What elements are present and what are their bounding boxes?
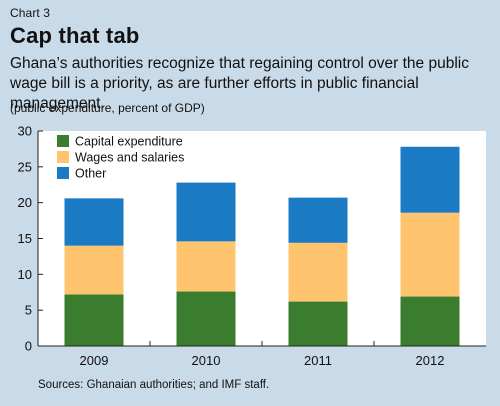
bar-other-2011 — [288, 197, 348, 243]
legend-swatch — [57, 151, 69, 163]
bar-other-2010 — [176, 182, 236, 242]
x-tick-label: 2010 — [192, 353, 221, 368]
y-tick-label: 0 — [25, 339, 32, 354]
bar-other-2012 — [400, 146, 460, 213]
bar-capital-expenditure-2012 — [400, 296, 460, 346]
x-tick-label: 2009 — [80, 353, 109, 368]
source-note: Sources: Ghanaian authorities; and IMF s… — [38, 379, 270, 391]
y-tick-label: 25 — [18, 159, 32, 174]
bar-other-2009 — [64, 198, 124, 246]
y-tick-label: 15 — [18, 231, 32, 246]
legend-swatch — [57, 167, 69, 179]
bar-wages-and-salaries-2009 — [64, 245, 124, 295]
bar-wages-and-salaries-2012 — [400, 212, 460, 297]
chart-number: Chart 3 — [10, 6, 51, 20]
legend-label: Other — [75, 167, 106, 181]
x-tick-label: 2011 — [304, 353, 332, 368]
y-tick-label: 5 — [25, 303, 32, 318]
y-tick-label: 30 — [18, 124, 32, 139]
chart-subtitle: Ghana’s authorities recognize that regai… — [10, 55, 469, 112]
bar-capital-expenditure-2009 — [64, 294, 124, 346]
y-tick-label: 10 — [18, 267, 32, 282]
bars — [64, 146, 460, 346]
chart-title: Cap that tab — [10, 23, 140, 48]
x-tick-label: 2012 — [416, 353, 445, 368]
legend-label: Capital expenditure — [75, 135, 183, 149]
units-label: (public expenditure, percent of GDP) — [10, 101, 205, 115]
bar-wages-and-salaries-2010 — [176, 241, 236, 292]
y-axis: 0 5 10 15 20 25 30 — [18, 124, 43, 354]
legend: Capital expenditure Wages and salaries Oth… — [57, 135, 184, 181]
y-tick-label: 20 — [18, 195, 32, 210]
bar-capital-expenditure-2010 — [176, 291, 236, 346]
x-axis: 2009 2010 2011 2012 — [38, 341, 486, 368]
bar-capital-expenditure-2011 — [288, 301, 348, 346]
legend-label: Wages and salaries — [75, 151, 184, 165]
legend-swatch — [57, 135, 69, 147]
bar-wages-and-salaries-2011 — [288, 242, 348, 302]
